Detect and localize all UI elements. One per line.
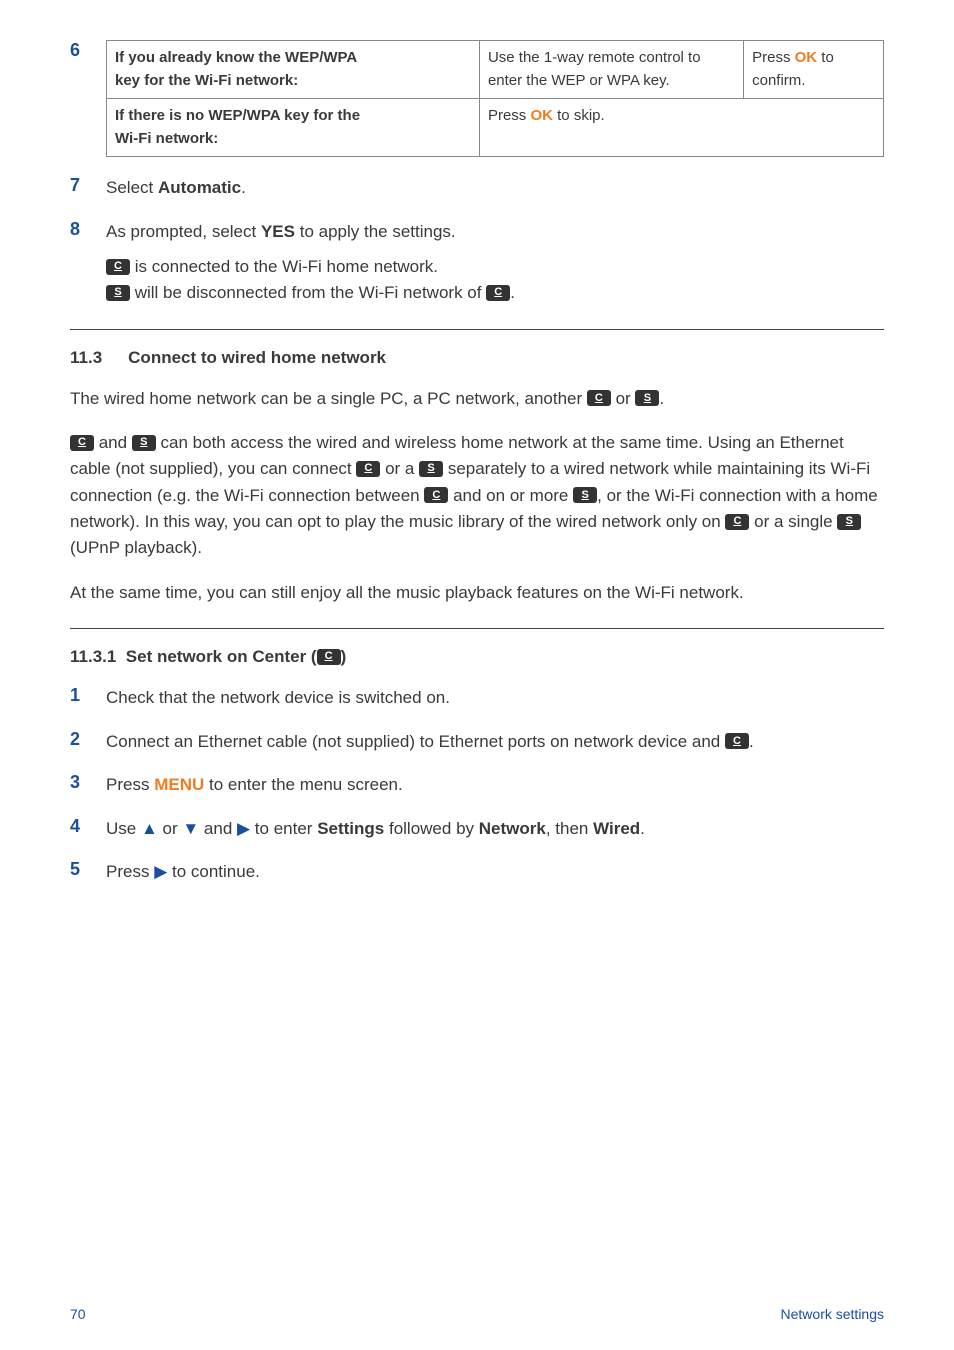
s4-t6: , then bbox=[546, 819, 593, 838]
s2-t1: Connect an Ethernet cable (not supplied)… bbox=[106, 732, 725, 751]
s-icon: S bbox=[837, 514, 861, 530]
sec-1131-title-b: ) bbox=[341, 647, 347, 666]
r2c2-ok: OK bbox=[530, 107, 553, 124]
sec-113-title: Connect to wired home network bbox=[128, 348, 386, 368]
c-icon: C bbox=[424, 487, 448, 503]
s3-num: 3 bbox=[70, 772, 106, 793]
s3-t1: Press bbox=[106, 775, 154, 794]
c-icon: C bbox=[106, 259, 130, 275]
arrow-right-icon: ▶ bbox=[237, 816, 250, 842]
p2h: (UPnP playback). bbox=[70, 538, 202, 557]
s5-t1: Press bbox=[106, 862, 154, 881]
p1a: The wired home network can be a single P… bbox=[70, 389, 587, 408]
step8-t2: YES bbox=[261, 222, 295, 241]
step7-t1: Select bbox=[106, 178, 158, 197]
wep-wpa-table: If you already know the WEP/WPA key for t… bbox=[106, 40, 884, 157]
s-icon: S bbox=[106, 285, 130, 301]
c-icon: C bbox=[725, 514, 749, 530]
page-number: 70 bbox=[70, 1306, 86, 1322]
p3: At the same time, you can still enjoy al… bbox=[70, 580, 884, 606]
footer-section: Network settings bbox=[781, 1306, 884, 1322]
s4-t4: to enter bbox=[250, 819, 317, 838]
r1c1a: If you already know the WEP/WPA bbox=[115, 49, 357, 66]
c-icon: C bbox=[317, 649, 341, 665]
r2c1b: Wi-Fi network: bbox=[115, 130, 218, 147]
sec-1131-num: 11.3.1 bbox=[70, 647, 116, 666]
arrow-up-icon: ▲ bbox=[141, 816, 158, 842]
p1b: or bbox=[611, 389, 636, 408]
s4-num: 4 bbox=[70, 816, 106, 837]
s4-t3: and bbox=[199, 819, 237, 838]
divider bbox=[70, 329, 884, 330]
r1c2: Use the 1-way remote control to enter th… bbox=[488, 49, 701, 89]
arrow-down-icon: ▼ bbox=[182, 816, 199, 842]
step8-l2b: . bbox=[510, 283, 515, 302]
s4-b1: Settings bbox=[317, 819, 384, 838]
s-icon: S bbox=[419, 461, 443, 477]
s5-t2: to continue. bbox=[167, 862, 260, 881]
step8-l1: is connected to the Wi-Fi home network. bbox=[130, 257, 438, 276]
s2-num: 2 bbox=[70, 729, 106, 750]
sec-113-num: 11.3 bbox=[70, 348, 102, 368]
s-icon: S bbox=[132, 435, 156, 451]
divider bbox=[70, 628, 884, 629]
step-8-num: 8 bbox=[70, 219, 106, 240]
s4-t5: followed by bbox=[384, 819, 479, 838]
s-icon: S bbox=[635, 390, 659, 406]
s2-t2: . bbox=[749, 732, 754, 751]
step-7-num: 7 bbox=[70, 175, 106, 196]
s4-t7: . bbox=[640, 819, 645, 838]
c-icon: C bbox=[587, 390, 611, 406]
s5-num: 5 bbox=[70, 859, 106, 880]
p2g: or a single bbox=[749, 512, 837, 531]
step7-t3: . bbox=[241, 178, 246, 197]
r2c2b: to skip. bbox=[553, 107, 605, 124]
s1-t: Check that the network device is switche… bbox=[106, 685, 884, 711]
r2c1a: If there is no WEP/WPA key for the bbox=[115, 107, 360, 124]
p1c: . bbox=[659, 389, 664, 408]
p2e: and on or more bbox=[448, 486, 573, 505]
sec-1131-title-a: Set network on Center ( bbox=[126, 647, 317, 666]
step8-t1: As prompted, select bbox=[106, 222, 261, 241]
r1c1b: key for the Wi-Fi network: bbox=[115, 72, 298, 89]
s3-t2: to enter the menu screen. bbox=[204, 775, 402, 794]
s1-num: 1 bbox=[70, 685, 106, 706]
step7-t2: Automatic bbox=[158, 178, 241, 197]
r1c3-ok: OK bbox=[795, 49, 818, 66]
c-icon: C bbox=[725, 733, 749, 749]
c-icon: C bbox=[70, 435, 94, 451]
s4-b2: Network bbox=[479, 819, 546, 838]
arrow-right-icon: ▶ bbox=[154, 859, 167, 885]
step8-l2a: will be disconnected from the Wi-Fi netw… bbox=[130, 283, 486, 302]
step-6-num: 6 bbox=[70, 40, 106, 61]
s4-t2: or bbox=[158, 819, 183, 838]
s4-t1: Use bbox=[106, 819, 141, 838]
r1c3a: Press bbox=[752, 49, 795, 66]
s4-b3: Wired bbox=[593, 819, 640, 838]
r2c2a: Press bbox=[488, 107, 531, 124]
step8-t3: to apply the settings. bbox=[295, 222, 456, 241]
p2c: or a bbox=[380, 459, 419, 478]
c-icon: C bbox=[486, 285, 510, 301]
s3-menu: MENU bbox=[154, 775, 204, 794]
s-icon: S bbox=[573, 487, 597, 503]
p2a: and bbox=[94, 433, 132, 452]
c-icon: C bbox=[356, 461, 380, 477]
